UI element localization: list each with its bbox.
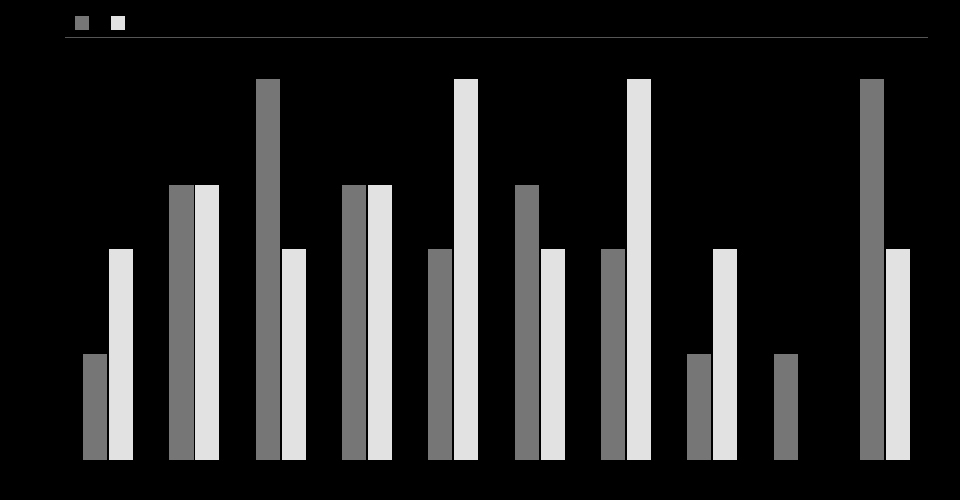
bar-series-b-3 [368,185,392,460]
bar-series-a-4 [428,249,452,461]
bar-series-a-3 [342,185,366,460]
bar-series-a-5 [515,185,539,460]
bar-series-b-1 [195,185,219,460]
bar-series-a-6 [601,249,625,461]
bar-series-a-7 [687,354,711,460]
legend-item-1 [111,16,131,30]
bar-series-a-0 [83,354,107,460]
bar-series-b-0 [109,249,133,461]
legend-swatch-1 [111,16,125,30]
legend-swatch-0 [75,16,89,30]
bar-series-a-1 [169,185,193,460]
bar-series-b-6 [627,79,651,460]
bar-series-b-7 [713,249,737,461]
plot-area [65,37,928,460]
bar-series-b-5 [541,249,565,461]
chart-root [0,0,960,500]
bar-series-b-9 [886,249,910,461]
bar-series-a-8 [774,354,798,460]
bar-series-b-2 [282,249,306,461]
bar-series-a-9 [860,79,884,460]
legend [75,10,928,35]
legend-item-0 [75,16,95,30]
bar-series-b-4 [454,79,478,460]
bar-series-a-2 [256,79,280,460]
